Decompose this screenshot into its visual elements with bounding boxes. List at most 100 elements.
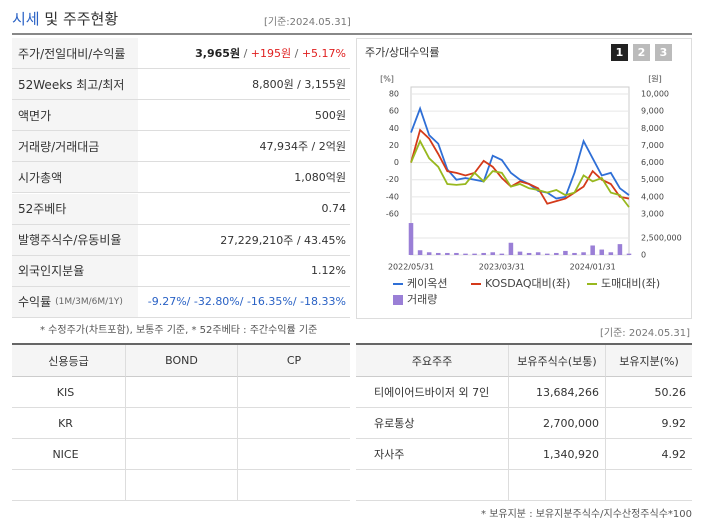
table-header: 보유지분(%)	[605, 345, 692, 377]
value-part: 0.74	[321, 202, 347, 216]
y2-tick-label: 6,000	[641, 158, 664, 167]
table-cell: 1,340,920	[508, 439, 605, 470]
value-part: /	[291, 46, 302, 60]
table-top-rule	[12, 343, 350, 345]
value-part: 1,080억원	[294, 171, 346, 185]
y2-tick-label: 9,000	[641, 107, 664, 116]
summary-value: 500원	[138, 100, 350, 132]
legend-label: KOSDAQ대비(좌)	[485, 277, 570, 290]
table-header: BOND	[125, 345, 237, 377]
value-part: /	[240, 46, 251, 60]
table-cell: KR	[12, 408, 125, 439]
line-series	[410, 139, 630, 208]
value-part: 27,229,210주 / 43.45%	[220, 233, 346, 247]
title-rest: 및 주주현황	[44, 10, 119, 28]
volume-bar	[535, 252, 541, 255]
row-label: 발행주식수/유동비율	[18, 233, 122, 248]
summary-label: 액면가	[12, 100, 138, 132]
table-cell: 티에이어드바이저 외 7인	[356, 377, 508, 408]
table-cell: 2,700,000	[508, 408, 605, 439]
table-cell	[125, 470, 237, 501]
volume-bar	[544, 253, 550, 255]
legend-swatch	[393, 295, 403, 305]
volume-tick-label: 2,500,000	[641, 234, 682, 243]
row-label: 거래량/거래대금	[18, 139, 100, 154]
table-top-rule	[356, 343, 692, 345]
table-cell: 유로통상	[356, 408, 508, 439]
row-label: 수익률	[18, 295, 52, 310]
y-tick-label: -20	[386, 175, 399, 184]
y2-tick-label: 7,000	[641, 141, 664, 150]
table-cell	[125, 377, 237, 408]
y2-tick-label: 4,000	[641, 192, 664, 201]
volume-bar	[572, 252, 577, 255]
summary-value: 3,965원 / +195원 / +5.17%	[138, 38, 350, 70]
summary-label: 52Weeks 최고/최저	[12, 69, 138, 101]
summary-value: -9.27%/ -32.80%/ -16.35%/ -18.33%	[138, 287, 350, 318]
table-header: 주요주주	[356, 345, 508, 377]
summary-value: 1,080억원	[138, 162, 350, 194]
table-cell	[356, 470, 508, 501]
x-tick-label: 2024/01/31	[570, 263, 616, 272]
volume-bar	[445, 252, 450, 255]
summary-label: 주가/전일대비/수익률	[12, 38, 138, 70]
volume-bar	[581, 252, 586, 255]
summary-label: 외국인지분율	[12, 255, 138, 287]
table-cell	[125, 408, 237, 439]
summary-value: 27,229,210주 / 43.45%	[138, 225, 350, 256]
table-cell: 자사주	[356, 439, 508, 470]
y2-unit: [원]	[648, 75, 662, 84]
volume-tick-label: 0	[641, 251, 646, 260]
x-tick-label: 2023/03/31	[479, 263, 525, 272]
y-tick-label: 0	[394, 158, 399, 167]
table-cell	[12, 470, 125, 501]
value-part: +5.17%	[301, 46, 346, 60]
volume-bar	[454, 252, 459, 255]
table-cell: 13,684,266	[508, 377, 605, 408]
y2-tick-label: 5,000	[641, 175, 664, 184]
summary-label: 수익률 (1M/3M/6M/1Y)	[12, 286, 138, 318]
table-cell	[605, 470, 692, 501]
summary-label: 거래량/거래대금	[12, 131, 138, 163]
table-cell	[237, 470, 350, 501]
table-cell	[237, 439, 350, 470]
summary-note: * 수정주가(차트포함), 보통주 기준, * 52주베타 : 주간수익률 기준	[40, 325, 318, 336]
volume-bar	[435, 252, 441, 255]
volume-bar	[481, 252, 486, 255]
table-cell	[237, 408, 350, 439]
volume-bar	[526, 252, 532, 255]
y-tick-label: 40	[389, 124, 399, 133]
table-header: 보유주식수(보통)	[508, 345, 605, 377]
table-cell	[237, 377, 350, 408]
y-tick-label: -60	[386, 210, 399, 219]
volume-bar	[554, 252, 559, 255]
value-part: -9.27%/ -32.80%/ -16.35%/ -18.33%	[147, 295, 346, 309]
summary-value: 47,934주 / 2억원	[138, 131, 350, 163]
legend-label: 케이옥션	[407, 277, 447, 290]
chart-tab-button[interactable]: 3	[655, 44, 672, 61]
volume-bar	[408, 223, 414, 255]
summary-value: 8,800원 / 3,155원	[138, 69, 350, 101]
volume-bar	[517, 251, 523, 255]
value-part: 3,965원	[195, 47, 241, 61]
chart-tab-button[interactable]: 2	[633, 44, 650, 61]
table-cell	[125, 439, 237, 470]
volume-bar	[426, 252, 432, 255]
y-unit: [%]	[380, 75, 394, 84]
y-tick-label: -40	[386, 192, 399, 201]
header-date: [기준:2024.05.31]	[264, 17, 351, 28]
volume-bar	[608, 252, 614, 255]
row-sublabel: (1M/3M/6M/1Y)	[55, 296, 123, 307]
header-title: 시세 및 주주현황	[12, 8, 118, 29]
value-part: 1.12%	[311, 264, 346, 278]
table-cell: NICE	[12, 439, 125, 470]
value-part: 47,934주 / 2억원	[259, 140, 346, 154]
shareholder-date: [기준: 2024.05.31]	[600, 328, 691, 339]
volume-bar	[590, 245, 595, 255]
plot-frame	[410, 86, 630, 256]
row-label: 52Weeks 최고/최저	[18, 77, 125, 92]
y2-tick-label: 3,000	[641, 210, 664, 219]
y-tick-label: 60	[389, 107, 399, 116]
chart-tab-button[interactable]: 1	[611, 44, 628, 61]
